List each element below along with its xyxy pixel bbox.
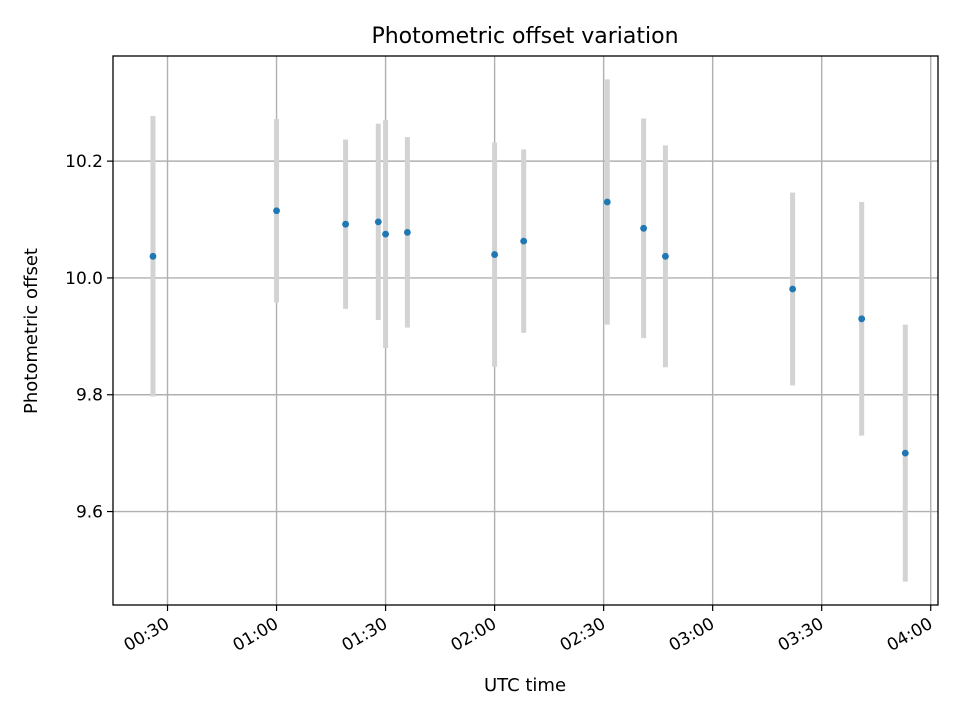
chart-title: Photometric offset variation [371,24,678,49]
y-axis-label: Photometric offset [21,248,42,414]
data-point [603,198,611,206]
data-point [149,252,157,260]
data-point [374,218,382,226]
data-points [149,198,909,457]
x-axis-label: UTC time [484,675,566,696]
data-point [382,230,389,238]
data-point [858,315,866,323]
data-point [273,207,280,215]
y-tick-label: 10.0 [65,269,103,289]
data-point [520,237,528,245]
data-point [901,449,909,457]
y-tick-label: 10.2 [65,152,103,172]
y-axis-ticks: 9.6 9.8 10.0 10.2 [65,152,113,523]
plot-frame [112,55,939,606]
y-tick-label: 9.6 [76,503,103,523]
data-point [640,224,648,232]
data-point [342,220,349,228]
y-tick-label: 9.8 [76,386,103,406]
data-point [403,228,411,236]
data-point [789,285,797,293]
data-point [662,252,669,260]
data-point [491,251,499,258]
